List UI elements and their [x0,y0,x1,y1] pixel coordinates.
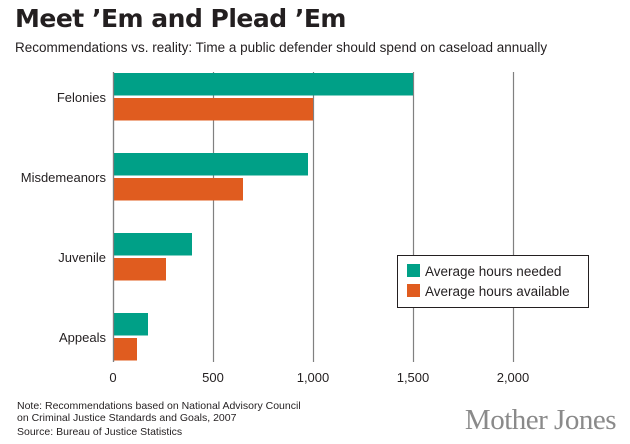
bar-felonies-available [114,98,313,121]
bar-juvenile-needed [114,233,192,256]
footnote: Note: Recommendations based on National … [17,400,301,438]
category-label-misdemeanors: Misdemeanors [21,170,107,185]
x-tick-label-1000: 1,000 [297,370,330,385]
mother-jones-logo: Mother Jones [464,404,617,436]
x-tick-labels: 0 500 1,000 1,500 2,000 [109,370,529,385]
chart-subtitle: Recommendations vs. reality: Time a publ… [15,40,548,55]
bar-misdemeanors-needed [114,153,308,176]
legend-label-needed: Average hours needed [425,264,561,279]
bar-misdemeanors-available [114,178,243,201]
category-label-felonies: Felonies [57,90,107,105]
chart-title: Meet ’Em and Plead ’Em [15,4,346,33]
legend-swatch-needed [407,264,420,277]
category-labels: Felonies Misdemeanors Juvenile Appeals [21,90,107,345]
bars [112,72,413,362]
legend-swatch-available [407,284,420,297]
bar-felonies-needed [114,73,413,96]
legend-box [397,255,589,308]
source-line: Source: Bureau of Justice Statistics [17,426,183,438]
x-tick-label-2000: 2,000 [497,370,530,385]
bar-appeals-available [114,338,137,361]
bar-appeals-needed [114,313,148,336]
category-label-appeals: Appeals [59,330,106,345]
x-tick-label-0: 0 [109,370,116,385]
legend: Average hours needed Average hours avail… [397,255,589,308]
x-tick-label-1500: 1,500 [397,370,430,385]
category-label-juvenile: Juvenile [58,250,106,265]
legend-label-available: Average hours available [425,284,570,299]
bar-juvenile-available [114,258,166,281]
x-tick-label-500: 500 [202,370,224,385]
note-line-2: on Criminal Justice Standards and Goals,… [17,412,237,424]
note-line-1: Note: Recommendations based on National … [17,400,301,412]
